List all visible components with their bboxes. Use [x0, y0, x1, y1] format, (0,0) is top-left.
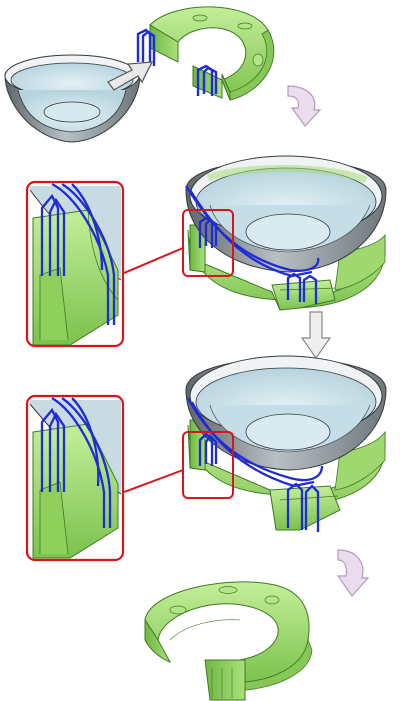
- step2-callout-frame: [182, 209, 234, 277]
- curved-arrow-icon: [287, 85, 322, 127]
- down-arrow-icon: [300, 311, 332, 360]
- step3-wires: [186, 397, 324, 532]
- step3-zoom: [25, 394, 125, 562]
- curved-arrow-icon: [336, 549, 370, 597]
- step1-bowl: [4, 54, 141, 143]
- step1-wires: [136, 28, 218, 96]
- step4-fixture: [144, 581, 313, 701]
- step3-callout-frame: [182, 431, 234, 499]
- step1-fixture: [149, 6, 275, 101]
- step3-bowl: [185, 355, 387, 471]
- step3-callout-leader: [123, 469, 184, 493]
- step2-callout-leader: [123, 247, 184, 274]
- step2-zoom: [25, 180, 125, 348]
- right-arrow-icon: [107, 61, 154, 91]
